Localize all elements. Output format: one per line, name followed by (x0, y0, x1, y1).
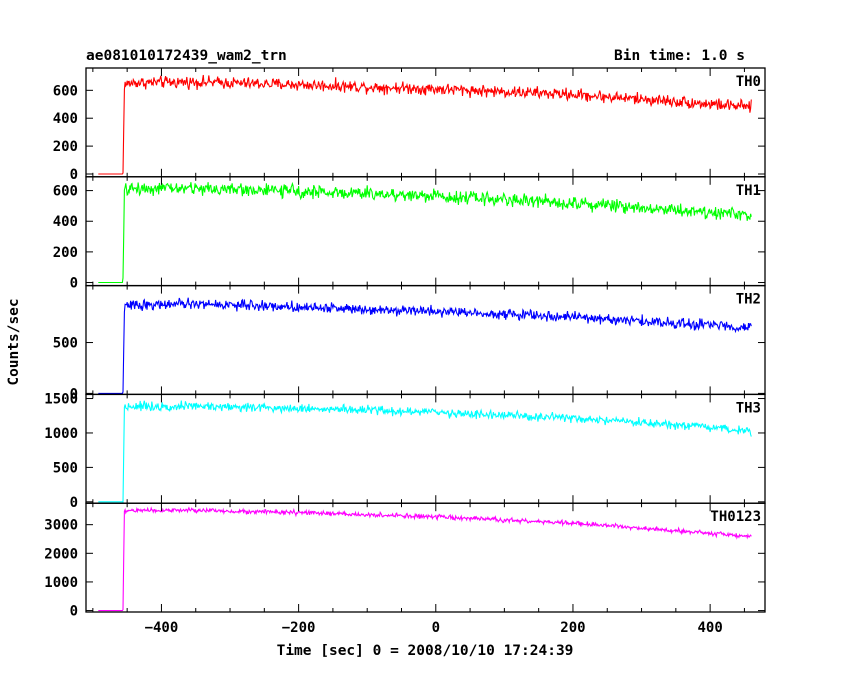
y-tick-label: 200 (53, 245, 78, 261)
panel-th3: 0 500 1000 1500 TH3 (44, 392, 766, 511)
x-tick-label: 200 (560, 620, 585, 636)
y-tick-label: 0 (70, 167, 78, 183)
y-tick-label: 600 (53, 83, 78, 99)
series-label-th2: TH2 (736, 292, 761, 308)
panel-th0: 0 200 400 600 TH0 (53, 67, 766, 183)
panel-th1: 0 200 400 600 TH1 (53, 176, 766, 292)
panel-frame (85, 284, 766, 396)
panel-th0123: 0 1000 2000 3000 TH0123 (44, 502, 766, 620)
y-tick-label: 3000 (44, 518, 78, 534)
series-line-th0123 (98, 506, 752, 612)
series-line-th1 (98, 181, 752, 284)
y-tick-label: 1500 (44, 392, 78, 408)
series-line-th2 (98, 297, 752, 394)
x-axis-label: Time [sec] 0 = 2008/10/10 17:24:39 (277, 643, 574, 659)
y-tick-label: 500 (53, 336, 78, 352)
y-axis-label: Counts/sec (6, 298, 22, 385)
y-tick-label: 0 (70, 495, 78, 511)
panel-frame (85, 176, 766, 287)
y-tick-label: 2000 (44, 546, 78, 562)
x-tick-label: −200 (282, 620, 316, 636)
y-tick-label: 0 (70, 386, 78, 402)
chart-title: ae081010172439_wam2_trn (86, 48, 287, 64)
series-line-th3 (98, 400, 752, 504)
series-label-th0: TH0 (736, 74, 761, 90)
series-label-th1: TH1 (736, 183, 761, 199)
x-tick-label: 0 (432, 620, 440, 636)
series-label-th0123: TH0123 (710, 509, 761, 525)
x-tick-label: −400 (145, 620, 179, 636)
y-tick-label: 1000 (44, 575, 78, 591)
panel-frame (85, 502, 766, 613)
y-tick-label: 0 (70, 604, 78, 620)
y-tick-label: 200 (53, 139, 78, 155)
series-label-th3: TH3 (736, 400, 761, 416)
y-tick-label: 600 (53, 184, 78, 200)
bin-time-label: Bin time: 1.0 s (614, 48, 745, 64)
y-tick-label: 1000 (44, 426, 78, 442)
series-line-th0 (98, 74, 752, 175)
y-tick-label: 500 (53, 460, 78, 476)
x-tick-label: 400 (697, 620, 722, 636)
y-tick-label: 0 (70, 276, 78, 292)
y-tick-label: 400 (53, 111, 78, 127)
y-tick-label: 400 (53, 214, 78, 230)
panel-th2: 0 500 TH2 (53, 284, 766, 402)
